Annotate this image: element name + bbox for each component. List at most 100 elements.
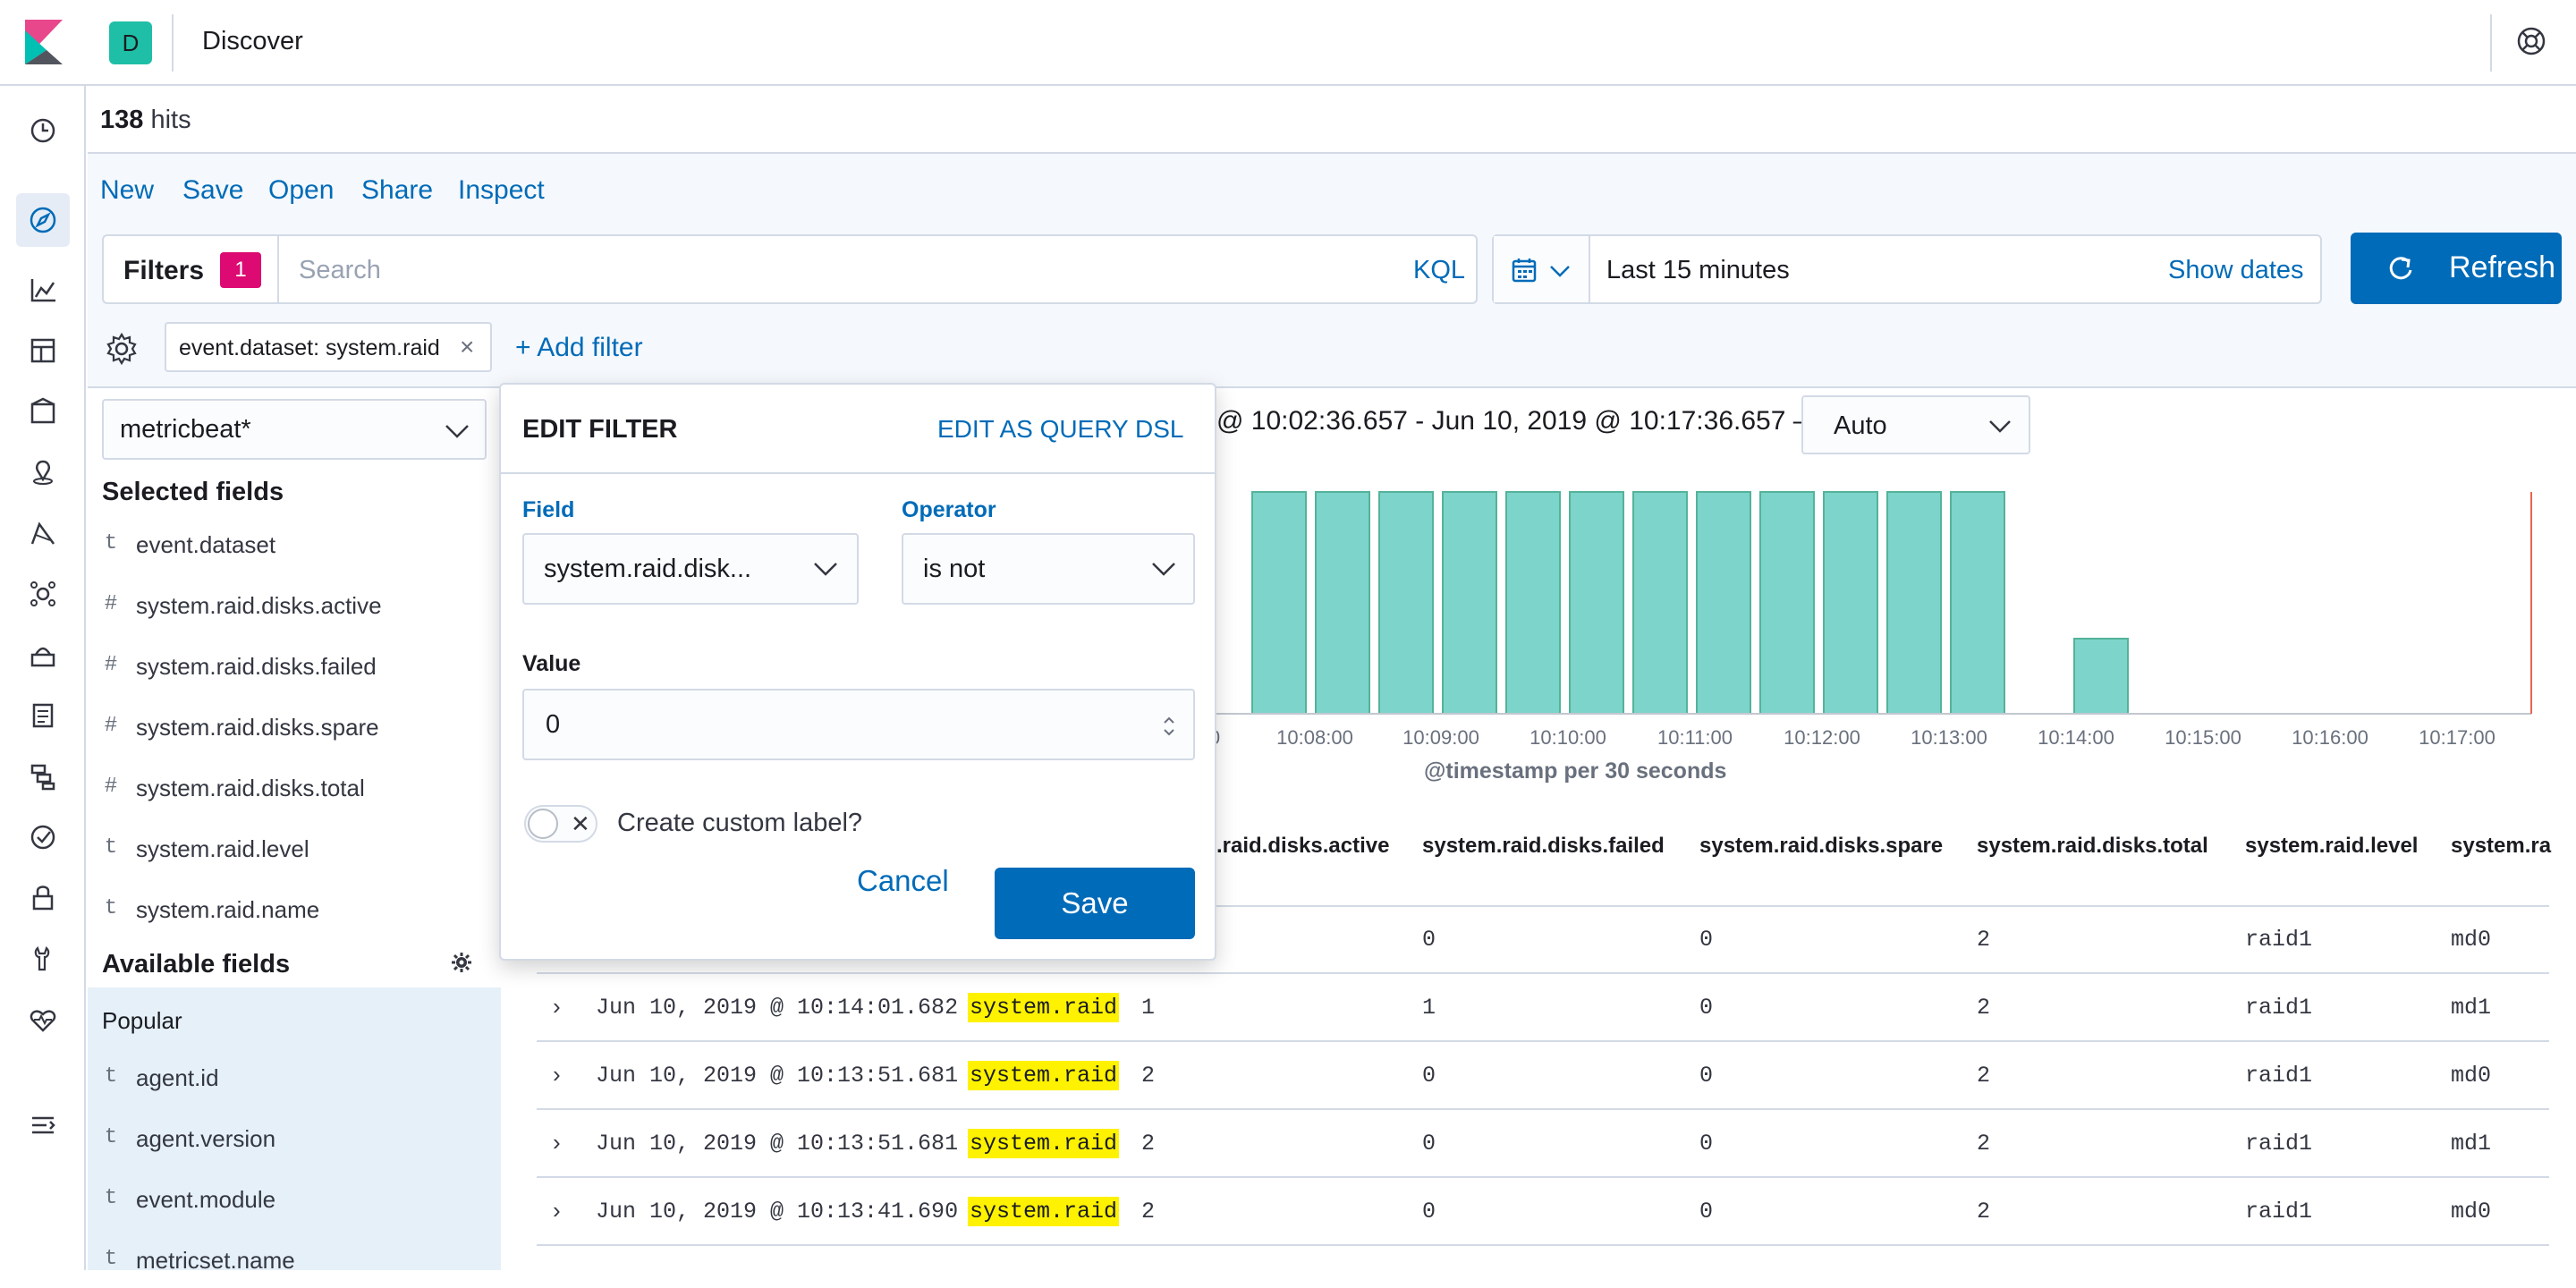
operator-select-value: is not (923, 555, 986, 583)
header-divider (2490, 14, 2492, 72)
maps-icon[interactable] (25, 454, 61, 490)
nav-discover[interactable] (16, 193, 70, 247)
infra-hosts-icon[interactable] (25, 637, 61, 673)
x-tick-label: 10:10:00 (1530, 726, 1606, 749)
custom-label-toggle[interactable]: ✕ (524, 805, 597, 843)
histogram-bar[interactable] (1315, 491, 1370, 715)
filters-button[interactable]: Filters 1 (102, 234, 277, 304)
cell-timestamp: Jun 10, 2019 @ 10:13:41.690 (596, 1199, 959, 1224)
histogram-bar[interactable] (2073, 638, 2129, 715)
remove-filter-close-icon[interactable]: × (460, 333, 475, 360)
column-header[interactable]: system.raid.disks.spare (1699, 834, 1944, 858)
selected-field-item[interactable]: t system.raid.level (88, 821, 501, 877)
selected-field-item[interactable]: # system.raid.disks.total (88, 760, 501, 816)
collapse-nav-icon[interactable] (25, 1107, 61, 1143)
field-name: system.raid.disks.spare (136, 714, 379, 741)
kibana-logo-icon[interactable] (25, 20, 63, 64)
selected-field-item[interactable]: # system.raid.disks.active (88, 578, 501, 633)
histogram-bar[interactable] (1378, 491, 1434, 715)
side-navigation (0, 86, 86, 1270)
infra-icon[interactable] (25, 576, 61, 612)
visualize-icon[interactable] (25, 272, 61, 308)
ml-icon[interactable] (25, 515, 61, 551)
field-type-icon: # (104, 775, 118, 799)
canvas-icon[interactable] (25, 394, 61, 429)
available-field-item[interactable]: t agent.version (88, 1111, 501, 1166)
selected-field-item[interactable]: t event.dataset (88, 517, 501, 572)
nav-share-link[interactable]: Share (361, 175, 434, 205)
nav-save-link[interactable]: Save (182, 175, 244, 205)
quick-select-button[interactable] (1494, 236, 1590, 302)
column-header[interactable]: system.raid.disks.failed (1422, 834, 1665, 858)
available-field-item[interactable]: t agent.id (88, 1050, 501, 1106)
histogram-bar[interactable] (1505, 491, 1561, 715)
field-filter-gear-icon[interactable] (451, 952, 472, 973)
filters-label: Filters (123, 256, 205, 285)
date-range-label[interactable]: Last 15 minutes (1606, 256, 1790, 284)
show-dates-link[interactable]: Show dates (2168, 256, 2304, 284)
x-tick-label: 10:08:00 (1276, 726, 1353, 749)
cell-dataset: system.raid (968, 993, 1120, 1022)
field-name: event.module (136, 1186, 276, 1213)
histogram-bar[interactable] (1886, 491, 1942, 715)
cancel-button[interactable]: Cancel (857, 864, 949, 897)
edit-as-query-dsl-link[interactable]: EDIT AS QUERY DSL (937, 415, 1184, 443)
monitoring-icon[interactable] (25, 1002, 61, 1038)
histogram-bar[interactable] (1696, 491, 1751, 715)
cell-level: raid1 (2245, 1199, 2313, 1224)
histogram-bar[interactable] (1632, 491, 1688, 715)
logs-icon[interactable] (25, 698, 61, 733)
histogram-bar[interactable] (1442, 491, 1497, 715)
interval-select[interactable]: Auto (1801, 395, 2030, 454)
dashboard-icon[interactable] (25, 333, 61, 369)
nav-new-link[interactable]: New (100, 175, 155, 205)
kql-button[interactable]: KQL (1413, 256, 1466, 284)
column-header[interactable]: system.raid.level (2245, 834, 2419, 858)
histogram-bar[interactable] (1950, 491, 2005, 715)
space-avatar[interactable]: D (109, 21, 152, 64)
dev-tools-icon[interactable] (25, 941, 61, 977)
histogram-bar[interactable] (1823, 491, 1878, 715)
filter-settings-gear-icon[interactable] (104, 331, 140, 367)
index-pattern-select[interactable]: metricbeat* (102, 399, 487, 460)
help-icon[interactable] (2515, 25, 2547, 57)
cell-dataset: system.raid (968, 1061, 1120, 1090)
value-number-input[interactable]: 0 (522, 689, 1195, 760)
field-select[interactable]: system.raid.disk... (522, 533, 859, 605)
column-header[interactable]: system.raid.disks.total (1977, 834, 2208, 858)
field-name: system.raid.disks.failed (136, 653, 377, 680)
histogram-bar[interactable] (1759, 491, 1815, 715)
cell-dataset-highlight: system.raid (968, 1129, 1120, 1158)
available-field-item[interactable]: t metricset.name (88, 1233, 501, 1288)
histogram-bar[interactable] (1569, 491, 1624, 715)
save-filter-button[interactable]: Save (995, 868, 1195, 939)
refresh-label: Refresh (2449, 250, 2556, 284)
filter-pill[interactable]: event.dataset: system.raid × (165, 322, 492, 372)
selected-field-item[interactable]: # system.raid.disks.failed (88, 639, 501, 694)
nav-open-link[interactable]: Open (268, 175, 335, 205)
selected-field-item[interactable]: t system.raid.name (88, 882, 501, 937)
clock-icon[interactable] (25, 113, 61, 148)
expand-row-chevron-icon[interactable]: › (553, 1129, 561, 1156)
selected-field-item[interactable]: # system.raid.disks.spare (88, 699, 501, 755)
apm-icon[interactable] (25, 758, 61, 794)
column-header[interactable]: .raid.disks.active (1216, 834, 1390, 858)
cell-spare: 0 (1699, 1131, 1714, 1157)
expand-row-chevron-icon[interactable]: › (553, 1197, 561, 1224)
add-filter-button[interactable]: + Add filter (515, 333, 643, 362)
column-header[interactable]: system.ra (2451, 834, 2552, 858)
x-tick-label: 10:12:00 (1784, 726, 1860, 749)
field-type-icon: # (104, 592, 118, 616)
number-stepper-icon[interactable] (1161, 714, 1177, 739)
histogram-bar[interactable] (1251, 491, 1307, 715)
search-input[interactable] (297, 249, 1326, 292)
operator-select[interactable]: is not (902, 533, 1195, 605)
uptime-icon[interactable] (25, 819, 61, 855)
cell-failed: 0 (1422, 1131, 1436, 1157)
expand-row-chevron-icon[interactable]: › (553, 993, 561, 1020)
expand-row-chevron-icon[interactable]: › (553, 1061, 561, 1088)
siem-lock-icon[interactable] (25, 880, 61, 916)
nav-inspect-link[interactable]: Inspect (458, 175, 545, 205)
refresh-button[interactable]: Refresh (2351, 233, 2562, 304)
available-field-item[interactable]: t event.module (88, 1172, 501, 1227)
